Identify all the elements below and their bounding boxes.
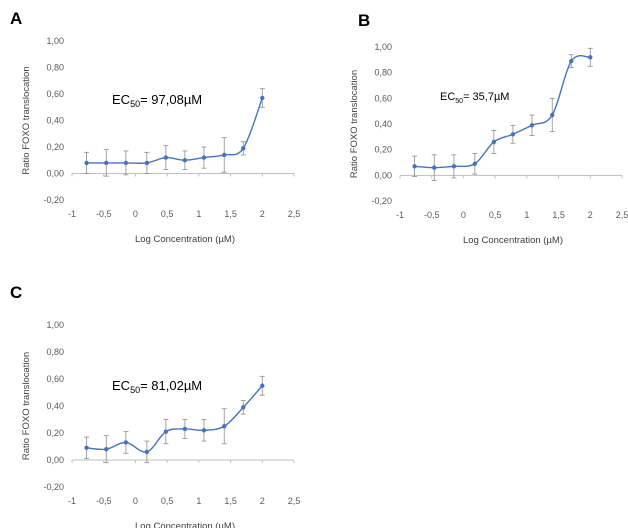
data-point — [144, 160, 150, 166]
data-point — [84, 445, 89, 451]
x-tick-label: 0,5 — [161, 209, 174, 219]
y-tick-label: 0,40 — [374, 119, 392, 129]
x-axis-title: Log Concentration (µM) — [135, 234, 235, 245]
y-tick-label: -0,20 — [43, 195, 64, 205]
data-point — [588, 55, 593, 60]
data-point — [104, 447, 109, 452]
x-tick-label: 2,5 — [288, 496, 301, 506]
data-point — [260, 95, 265, 101]
x-axis-title: Log Concentration (µM) — [463, 235, 563, 246]
data-point — [144, 449, 150, 455]
panel-letter: B — [358, 11, 370, 30]
y-tick-label: 0,00 — [46, 455, 64, 465]
data-point — [472, 161, 478, 166]
series-line — [414, 55, 591, 169]
data-point — [182, 158, 188, 163]
panel-letter: C — [10, 283, 22, 302]
x-tick-label: 1,5 — [224, 496, 237, 506]
x-tick-label: 0,5 — [489, 210, 502, 220]
data-point — [182, 426, 188, 432]
data-point — [432, 165, 437, 170]
y-tick-label: 0,40 — [46, 116, 64, 126]
data-point — [201, 155, 207, 160]
data-point — [569, 58, 574, 64]
data-point — [222, 152, 227, 158]
y-tick-label: 0,20 — [374, 145, 392, 155]
ec50-annotation: EC50= 81,02µM — [112, 378, 202, 395]
x-tick-label: 2 — [588, 210, 593, 220]
panel-letter: A — [10, 9, 22, 28]
y-tick-label: -0,20 — [43, 482, 64, 492]
data-point — [241, 146, 246, 151]
ec50-annotation: EC50= 35,7µM — [440, 91, 509, 105]
x-tick-label: 1 — [524, 210, 529, 220]
x-tick-label: -0,5 — [424, 210, 440, 220]
x-tick-label: 1,5 — [552, 210, 565, 220]
data-point — [491, 139, 497, 145]
data-point — [123, 440, 129, 445]
x-tick-label: -1 — [68, 209, 76, 219]
series-line — [86, 97, 263, 164]
data-point — [222, 424, 227, 429]
data-point — [123, 160, 129, 166]
x-tick-label: 0 — [461, 210, 466, 220]
x-tick-label: 2 — [260, 209, 265, 219]
data-point — [412, 164, 417, 169]
data-point — [550, 112, 555, 118]
chart-panel-b: B -0,20 0,00 0,20 0,40 0,60 0,80 1,00 -1 -0,5 0 0,5… — [349, 11, 628, 246]
data-point — [163, 155, 169, 160]
x-tick-label: -0,5 — [96, 209, 112, 219]
y-tick-label: 0,00 — [374, 170, 392, 180]
data-point — [104, 160, 109, 166]
x-tick-label: 0,5 — [161, 496, 174, 506]
chart-panel-c: C -0,20 0,00 0,20 0,40 0,60 0,80 1,00 -1 -0,5 0 0,5… — [10, 283, 300, 528]
x-tick-label: -1 — [68, 496, 76, 506]
x-tick-label: 1 — [196, 209, 201, 219]
x-tick-label: -1 — [396, 210, 404, 220]
data-point — [84, 160, 89, 166]
y-tick-label: 0,40 — [46, 401, 64, 411]
x-tick-label: 0 — [133, 209, 138, 219]
x-tick-label: 2,5 — [616, 210, 628, 220]
data-point — [510, 132, 516, 137]
y-tick-label: 0,00 — [46, 169, 64, 179]
y-tick-label: 0,80 — [46, 347, 64, 357]
x-tick-label: 1 — [196, 496, 201, 506]
data-point — [163, 429, 169, 434]
y-tick-label: 0,20 — [46, 142, 64, 152]
x-tick-label: 2,5 — [288, 209, 301, 219]
data-point — [260, 383, 265, 388]
y-tick-label: 0,20 — [46, 428, 64, 438]
y-axis-title: Ratio FOXO translocation — [349, 70, 360, 178]
data-point — [201, 428, 207, 433]
y-axis-title: Ratio FOXO translocation — [21, 352, 32, 460]
y-tick-label: 0,60 — [374, 93, 392, 103]
ec50-annotation: EC50= 97,08µM — [112, 92, 202, 109]
x-tick-label: 1,5 — [224, 209, 237, 219]
y-tick-label: 0,60 — [46, 89, 64, 99]
series-line — [86, 385, 263, 453]
y-tick-label: -0,20 — [371, 196, 392, 206]
chart-panel-a: A -0,20 0,00 0,20 0,40 0,60 0,80 1,00 -1 -0,5 0 0,5… — [10, 9, 300, 245]
y-tick-label: 0,80 — [374, 68, 392, 78]
y-tick-label: 1,00 — [46, 320, 64, 330]
y-tick-label: 1,00 — [46, 36, 64, 46]
y-tick-label: 0,80 — [46, 63, 64, 73]
x-tick-label: -0,5 — [96, 496, 112, 506]
y-tick-label: 1,00 — [374, 42, 392, 52]
data-point — [529, 123, 535, 128]
x-tick-label: 0 — [133, 496, 138, 506]
x-tick-label: 2 — [260, 496, 265, 506]
y-axis-title: Ratio FOXO translocation — [21, 66, 32, 174]
y-tick-label: 0,60 — [46, 374, 64, 384]
x-axis-title: Log Concentration (µM) — [135, 521, 235, 528]
data-point — [451, 164, 457, 169]
data-point — [241, 405, 246, 410]
